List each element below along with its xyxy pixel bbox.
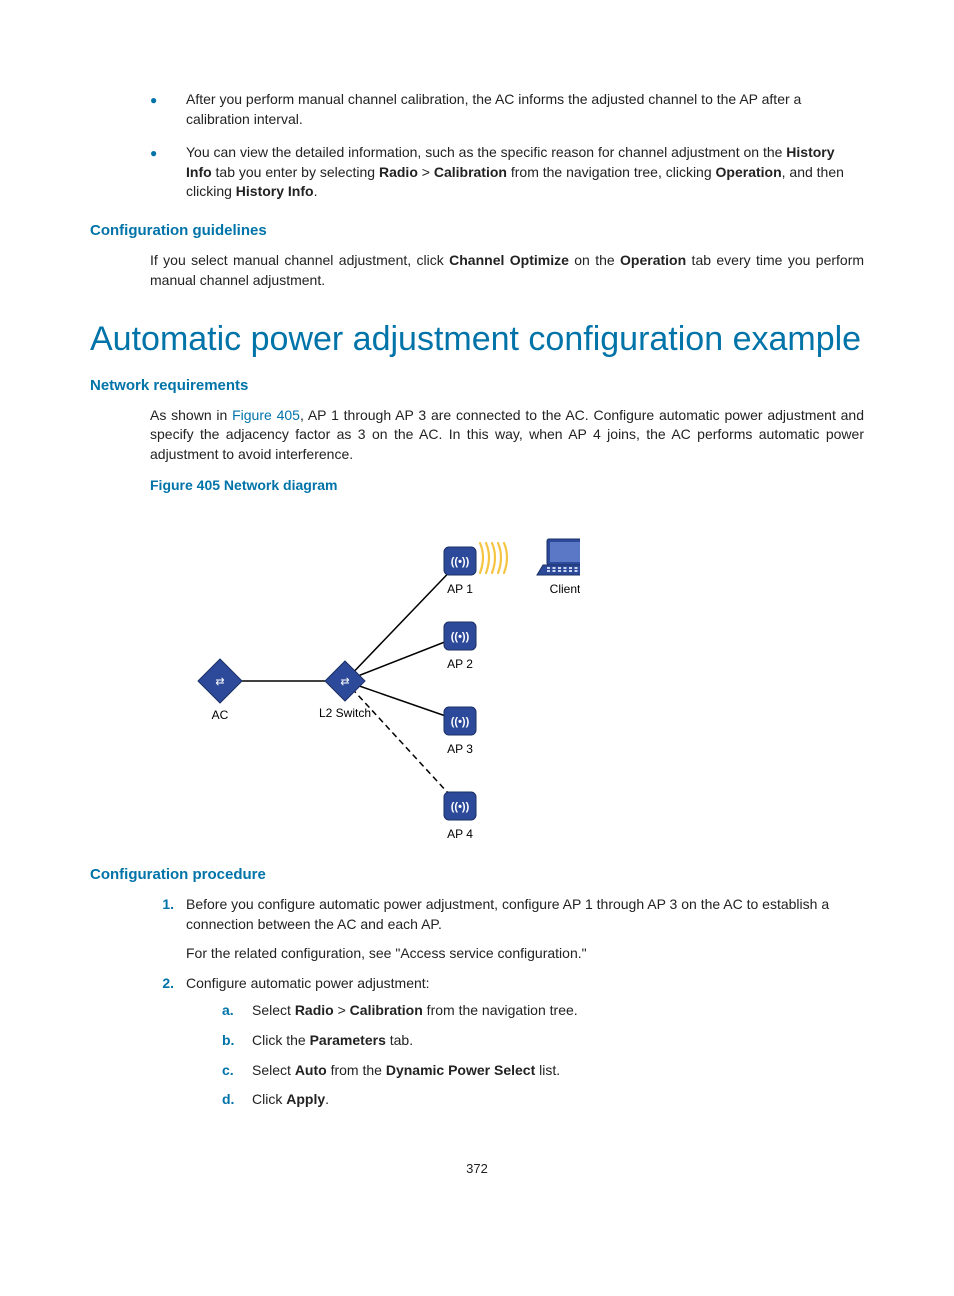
- svg-text:⇄: ⇄: [340, 676, 349, 688]
- substep-text: Click the Parameters tab.: [252, 1031, 413, 1051]
- substep-text: Click Apply.: [252, 1090, 329, 1110]
- bold-text: Operation: [716, 164, 782, 180]
- svg-text:((•)): ((•)): [451, 631, 470, 643]
- figure-link[interactable]: Figure 405: [232, 407, 300, 423]
- svg-text:⇄: ⇄: [215, 676, 224, 688]
- text: As shown in: [150, 407, 232, 423]
- bold-text: Channel Optimize: [449, 252, 569, 268]
- step-number: 1.: [150, 895, 186, 964]
- svg-text:AP 2: AP 2: [447, 657, 473, 671]
- text: Before you configure automatic power adj…: [186, 895, 864, 934]
- network-diagram: ⇄ AC ⇄ L2 Switch ((•)) AP 1 ((•)) AP 2 ((•)) AP 3…: [150, 506, 580, 846]
- text: Click: [252, 1091, 286, 1107]
- bold-text: Parameters: [310, 1032, 386, 1048]
- text: tab.: [386, 1032, 413, 1048]
- text: .: [314, 183, 318, 199]
- substep-text: Select Auto from the Dynamic Power Selec…: [252, 1061, 560, 1081]
- bullet-icon: ●: [150, 90, 186, 129]
- svg-text:((•)): ((•)): [451, 556, 470, 568]
- bullet-text: You can view the detailed information, s…: [186, 143, 864, 202]
- svg-text:AC: AC: [212, 708, 229, 722]
- substep-letter: a.: [222, 1001, 252, 1021]
- diagram-svg: ⇄ AC ⇄ L2 Switch ((•)) AP 1 ((•)) AP 2 ((•)) AP 3…: [150, 506, 580, 846]
- bold-text: Auto: [295, 1062, 327, 1078]
- bullet-text: After you perform manual channel calibra…: [186, 90, 864, 129]
- text: on the: [569, 252, 620, 268]
- procedure-list: 1. Before you configure automatic power …: [150, 895, 864, 1120]
- substep-text: Select Radio > Calibration from the navi…: [252, 1001, 578, 1021]
- text: Select: [252, 1062, 295, 1078]
- substep-letter: c.: [222, 1061, 252, 1081]
- bullet-item: ● After you perform manual channel calib…: [150, 90, 864, 129]
- bullet-item: ● You can view the detailed information,…: [150, 143, 864, 202]
- text: from the: [327, 1062, 386, 1078]
- text: >: [334, 1002, 350, 1018]
- substep-list: a. Select Radio > Calibration from the n…: [222, 1001, 864, 1109]
- text: .: [325, 1091, 329, 1107]
- substep: c. Select Auto from the Dynamic Power Se…: [222, 1061, 864, 1081]
- heading-configuration-procedure: Configuration procedure: [90, 864, 864, 885]
- step-number: 2.: [150, 974, 186, 1120]
- bold-text: Radio: [295, 1002, 334, 1018]
- heading-network-requirements: Network requirements: [90, 375, 864, 396]
- text: Configure automatic power adjustment:: [186, 974, 864, 994]
- bold-text: History Info: [236, 183, 314, 199]
- svg-text:AP 1: AP 1: [447, 582, 473, 596]
- page-number: 372: [90, 1160, 864, 1178]
- text: tab you enter by selecting: [212, 164, 379, 180]
- bold-text: Dynamic Power Select: [386, 1062, 535, 1078]
- substep-letter: b.: [222, 1031, 252, 1051]
- bullet-icon: ●: [150, 143, 186, 202]
- bold-text: Operation: [620, 252, 686, 268]
- paragraph: If you select manual channel adjustment,…: [150, 251, 864, 290]
- svg-text:((•)): ((•)): [451, 801, 470, 813]
- bold-text: Calibration: [350, 1002, 423, 1018]
- heading-configuration-guidelines: Configuration guidelines: [90, 220, 864, 241]
- substep: b. Click the Parameters tab.: [222, 1031, 864, 1051]
- list-item: 1. Before you configure automatic power …: [150, 895, 864, 964]
- svg-text:Client: Client: [550, 582, 580, 596]
- top-bullets: ● After you perform manual channel calib…: [150, 90, 864, 202]
- svg-text:((•)): ((•)): [451, 716, 470, 728]
- bold-text: Calibration: [434, 164, 507, 180]
- substep: a. Select Radio > Calibration from the n…: [222, 1001, 864, 1021]
- text: Click the: [252, 1032, 310, 1048]
- svg-text:AP 3: AP 3: [447, 742, 473, 756]
- text: >: [418, 164, 434, 180]
- page-title: Automatic power adjustment configuration…: [90, 318, 864, 361]
- step-body: Configure automatic power adjustment: a.…: [186, 974, 864, 1120]
- svg-text:AP 4: AP 4: [447, 827, 473, 841]
- text: For the related configuration, see "Acce…: [186, 944, 864, 964]
- text: You can view the detailed information, s…: [186, 144, 786, 160]
- text: list.: [535, 1062, 560, 1078]
- list-item: 2. Configure automatic power adjustment:…: [150, 974, 864, 1120]
- bold-text: Apply: [286, 1091, 325, 1107]
- substep-letter: d.: [222, 1090, 252, 1110]
- svg-text:L2 Switch: L2 Switch: [319, 706, 371, 720]
- figure-caption: Figure 405 Network diagram: [150, 476, 864, 496]
- paragraph: As shown in Figure 405, AP 1 through AP …: [150, 406, 864, 465]
- text: Select: [252, 1002, 295, 1018]
- substep: d. Click Apply.: [222, 1090, 864, 1110]
- step-body: Before you configure automatic power adj…: [186, 895, 864, 964]
- text: from the navigation tree, clicking: [507, 164, 716, 180]
- text: from the navigation tree.: [423, 1002, 578, 1018]
- bold-text: Radio: [379, 164, 418, 180]
- text: If you select manual channel adjustment,…: [150, 252, 449, 268]
